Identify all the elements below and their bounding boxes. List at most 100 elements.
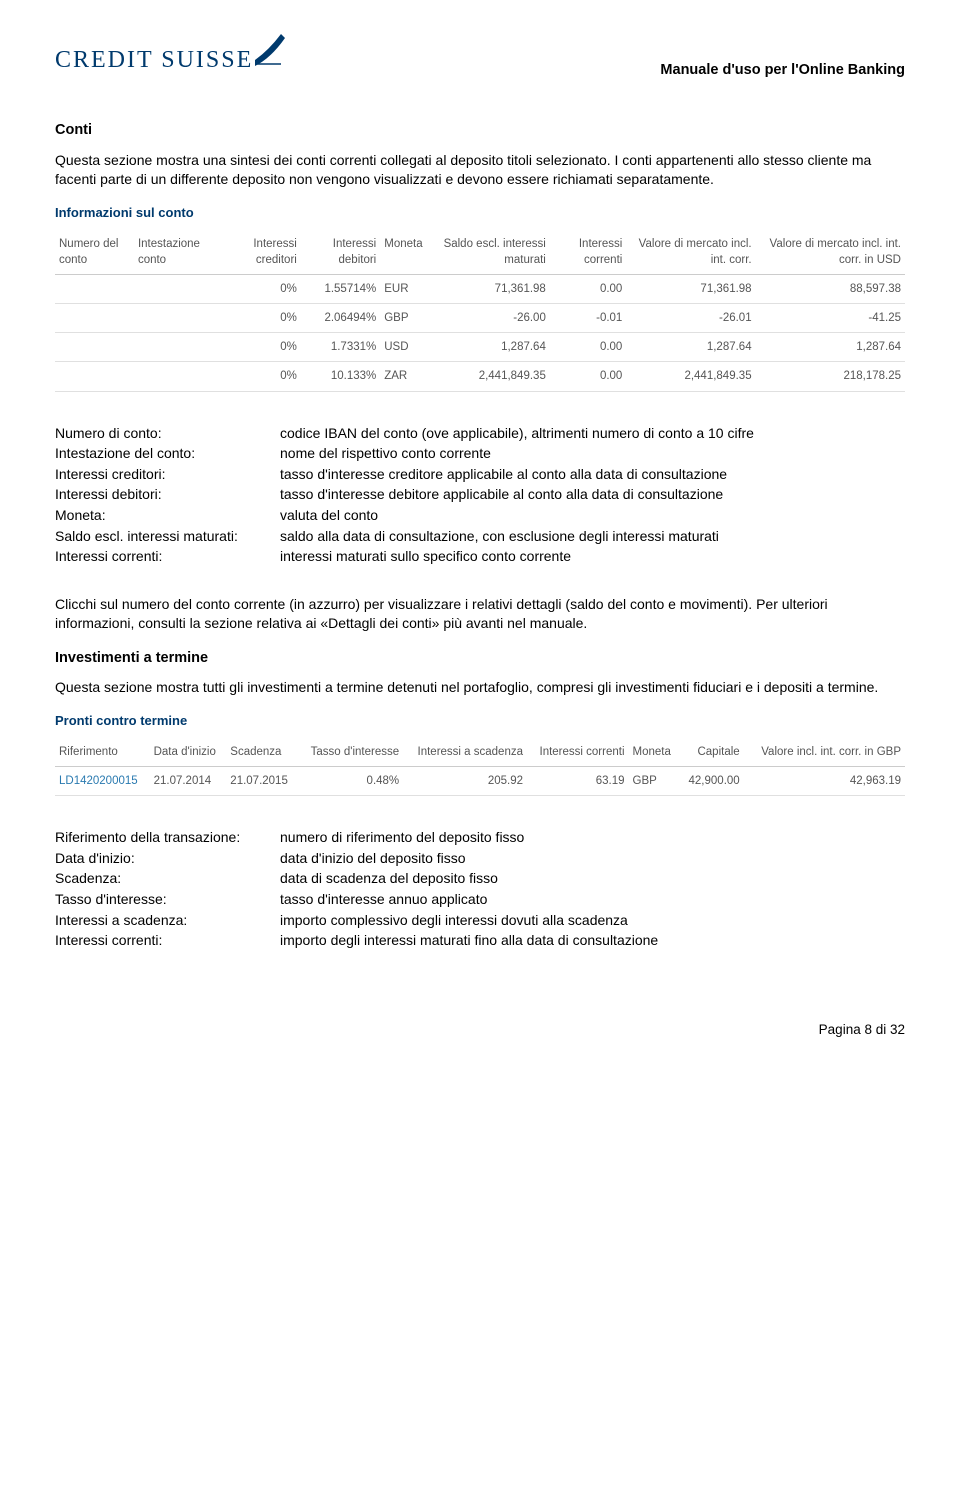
table-header-row: Numero del conto Intestazione conto Inte… [55, 230, 905, 275]
definition-desc: tasso d'interesse creditore applicabile … [280, 465, 905, 485]
section-title-investimenti: Investimenti a termine [55, 648, 905, 668]
table-row: 0%1.7331%USD1,287.640.001,287.641,287.64 [55, 333, 905, 362]
definition-term: Interessi correnti: [55, 547, 280, 567]
table-cell: 42,900.00 [679, 767, 744, 796]
table-cell [55, 275, 134, 304]
col-int-corr: Interessi correnti [550, 230, 626, 275]
definition-term: Interessi creditori: [55, 465, 280, 485]
table-cell: 2.06494% [301, 304, 380, 333]
definition-row: Data d'inizio:data d'inizio del deposito… [55, 849, 905, 869]
definition-row: Interessi correnti:interessi maturati su… [55, 547, 905, 567]
table-header-row: Riferimento Data d'inizio Scadenza Tasso… [55, 738, 905, 767]
col-scadenza: Scadenza [226, 738, 298, 767]
col-capitale: Capitale [679, 738, 744, 767]
table-cell: -41.25 [756, 304, 905, 333]
definition-row: Interessi debitori:tasso d'interesse deb… [55, 485, 905, 505]
definition-desc: importo degli interessi maturati fino al… [280, 931, 905, 951]
col-valore: Valore di mercato incl. int. corr. [626, 230, 755, 275]
table-row: LD142020001521.07.201421.07.20150.48%205… [55, 767, 905, 796]
table-cell: 1,287.64 [756, 333, 905, 362]
table-cell: 0.00 [550, 275, 626, 304]
document-title: Manuale d'uso per l'Online Banking [660, 60, 905, 80]
sail-icon [251, 30, 291, 68]
definition-row: Intestazione del conto:nome del rispetti… [55, 444, 905, 464]
table-cell [134, 304, 223, 333]
definition-desc: saldo alla data di consultazione, con es… [280, 527, 905, 547]
table-cell: 21.07.2014 [150, 767, 227, 796]
table-cell: GBP [629, 767, 680, 796]
table-cell: 88,597.38 [756, 275, 905, 304]
table-cell: LD1420200015 [55, 767, 150, 796]
table-cell: 0% [223, 333, 301, 362]
section-para-conti: Questa sezione mostra una sintesi dei co… [55, 151, 905, 190]
table-title-pronti: Pronti contro termine [55, 712, 905, 730]
definition-desc: interessi maturati sullo specifico conto… [280, 547, 905, 567]
table-cell: 0.48% [298, 767, 403, 796]
definition-term: Intestazione del conto: [55, 444, 280, 464]
table-cell: 205.92 [403, 767, 527, 796]
col-valore-gbp: Valore incl. int. corr. in GBP [744, 738, 905, 767]
definition-term: Scadenza: [55, 869, 280, 889]
definition-term: Numero di conto: [55, 424, 280, 444]
col-saldo: Saldo escl. interessi maturati [427, 230, 550, 275]
col-int-corr2: Interessi correnti [527, 738, 629, 767]
definitions-pronti: Riferimento della transazione:numero di … [55, 828, 905, 951]
col-moneta2: Moneta [629, 738, 680, 767]
table-cell: 0.00 [550, 362, 626, 391]
table-cell: 71,361.98 [626, 275, 755, 304]
definition-row: Moneta:valuta del conto [55, 506, 905, 526]
table-cell: GBP [380, 304, 426, 333]
definition-desc: data d'inizio del deposito fisso [280, 849, 905, 869]
definition-term: Data d'inizio: [55, 849, 280, 869]
table-cell: 1.55714% [301, 275, 380, 304]
definition-desc: tasso d'interesse debitore applicabile a… [280, 485, 905, 505]
col-valore-usd: Valore di mercato incl. int. corr. in US… [756, 230, 905, 275]
col-data-inizio: Data d'inizio [150, 738, 227, 767]
definition-term: Saldo escl. interessi maturati: [55, 527, 280, 547]
definition-desc: codice IBAN del conto (ove applicabile),… [280, 424, 905, 444]
table-cell [134, 333, 223, 362]
table-row: 0%2.06494%GBP-26.00-0.01-26.01-41.25 [55, 304, 905, 333]
table-cell: -0.01 [550, 304, 626, 333]
col-int-scad: Interessi a scadenza [403, 738, 527, 767]
definition-row: Saldo escl. interessi maturati:saldo all… [55, 527, 905, 547]
definition-term: Interessi debitori: [55, 485, 280, 505]
definition-term: Moneta: [55, 506, 280, 526]
definition-row: Tasso d'interesse:tasso d'interesse annu… [55, 890, 905, 910]
table-cell: 218,178.25 [756, 362, 905, 391]
table-cell: 63.19 [527, 767, 629, 796]
table-cell: 42,963.19 [744, 767, 905, 796]
definition-row: Scadenza:data di scadenza del deposito f… [55, 869, 905, 889]
table-title-conto: Informazioni sul conto [55, 204, 905, 222]
table-cell: 1,287.64 [626, 333, 755, 362]
table-cell: ZAR [380, 362, 426, 391]
table-cell: 2,441,849.35 [626, 362, 755, 391]
table-cell: USD [380, 333, 426, 362]
table-cell [55, 362, 134, 391]
definition-desc: numero di riferimento del deposito fisso [280, 828, 905, 848]
page-header: CREDIT SUISSE Manuale d'uso per l'Online… [55, 30, 905, 80]
definition-term: Interessi correnti: [55, 931, 280, 951]
table-cell [134, 275, 223, 304]
definition-desc: tasso d'interesse annuo applicato [280, 890, 905, 910]
table-cell: 0% [223, 304, 301, 333]
table-cell: 71,361.98 [427, 275, 550, 304]
section-para-investimenti: Questa sezione mostra tutti gli investim… [55, 678, 905, 698]
table-cell: 0.00 [550, 333, 626, 362]
definition-desc: data di scadenza del deposito fisso [280, 869, 905, 889]
section-title-conti: Conti [55, 120, 905, 140]
table-cell: 21.07.2015 [226, 767, 298, 796]
page-footer: Pagina 8 di 32 [55, 1021, 905, 1040]
table-cell: EUR [380, 275, 426, 304]
col-moneta: Moneta [380, 230, 426, 275]
definition-row: Numero di conto:codice IBAN del conto (o… [55, 424, 905, 444]
col-numero: Numero del conto [55, 230, 134, 275]
definition-row: Interessi correnti:importo degli interes… [55, 931, 905, 951]
definition-row: Riferimento della transazione:numero di … [55, 828, 905, 848]
col-tasso: Tasso d'interesse [298, 738, 403, 767]
col-int-cred: Interessi creditori [223, 230, 301, 275]
col-int-deb: Interessi debitori [301, 230, 380, 275]
para-click-info: Clicchi sul numero del conto corrente (i… [55, 595, 905, 634]
definition-row: Interessi a scadenza:importo complessivo… [55, 911, 905, 931]
table-cell: 1.7331% [301, 333, 380, 362]
